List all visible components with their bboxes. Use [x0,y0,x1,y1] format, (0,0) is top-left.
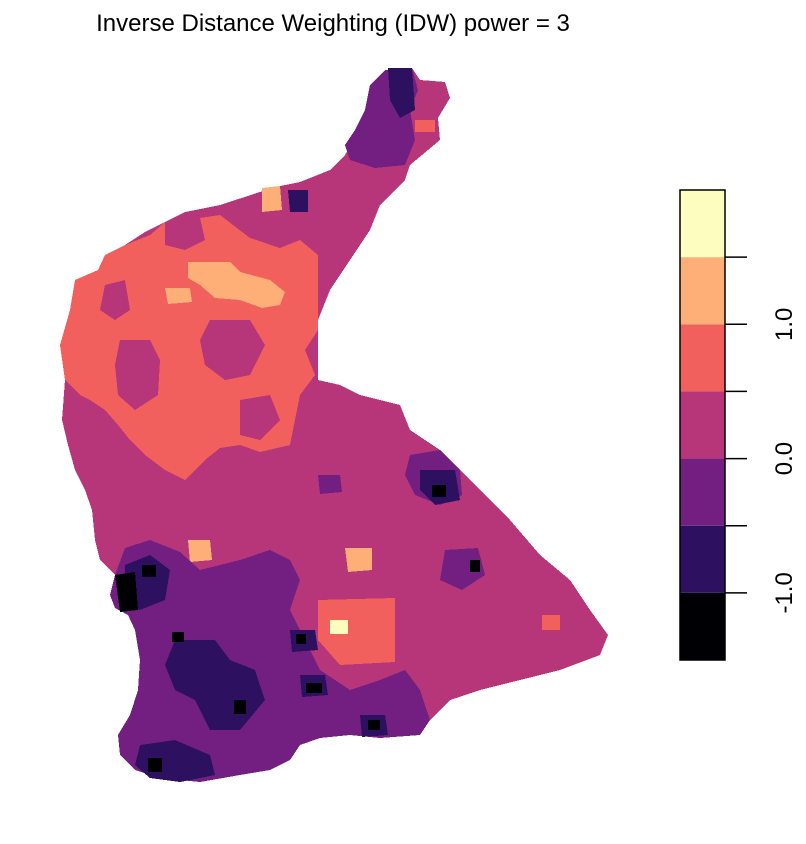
raster-cells [60,68,608,782]
patch-salmon-2 [415,120,435,132]
cell-black-3 [432,485,446,497]
region-class-purple [110,540,430,782]
patch-purple-east-2 [440,548,485,590]
legend-box-0 [680,592,725,660]
island-magenta-2 [200,320,265,380]
island-magenta-1 [115,340,160,410]
patch-orange-2 [165,288,192,304]
cell-black-4 [234,700,246,714]
cell-black-9 [470,560,480,572]
patch-salmon-1 [318,598,395,665]
island-magenta-3 [165,218,205,250]
patch-orange-4 [188,540,212,562]
hotspot-yellow [330,620,348,634]
legend-box-6 [680,190,725,258]
legend-tick-label-2: 1.0 [771,308,798,341]
cell-black-7 [172,632,184,642]
patch-purple-east-3 [318,475,342,494]
patch-salmon-3 [542,615,560,630]
legend-box-3 [680,391,725,459]
legend-box-4 [680,324,725,392]
legend-tick-label-0: -1.0 [771,572,798,613]
legend-color-boxes [679,189,726,661]
cell-black-2 [142,565,156,577]
island-magenta-5 [240,395,280,440]
patch-orange-5 [345,548,372,572]
legend-box-2 [680,458,725,526]
cell-black-6 [306,683,322,693]
cell-black-8 [368,720,380,730]
legend-box-5 [680,257,725,325]
legend-box-1 [680,525,725,593]
legend-tick-labels: -1.0 0.0 1.0 [771,308,798,614]
patch-orange-6 [262,186,282,212]
chart-title: Inverse Distance Weighting (IDW) power =… [96,10,570,37]
cell-black-10 [296,634,306,644]
patch-darkpurple-9 [288,190,308,212]
cell-black-1 [115,572,138,612]
cell-black-5 [148,758,162,772]
island-magenta-4 [100,280,130,320]
legend-ticks [725,256,747,594]
patch-darkpurple-4 [388,68,415,118]
legend-tick-label-1: 0.0 [771,442,798,475]
patch-orange-1 [188,262,285,308]
legend-border [679,189,726,661]
